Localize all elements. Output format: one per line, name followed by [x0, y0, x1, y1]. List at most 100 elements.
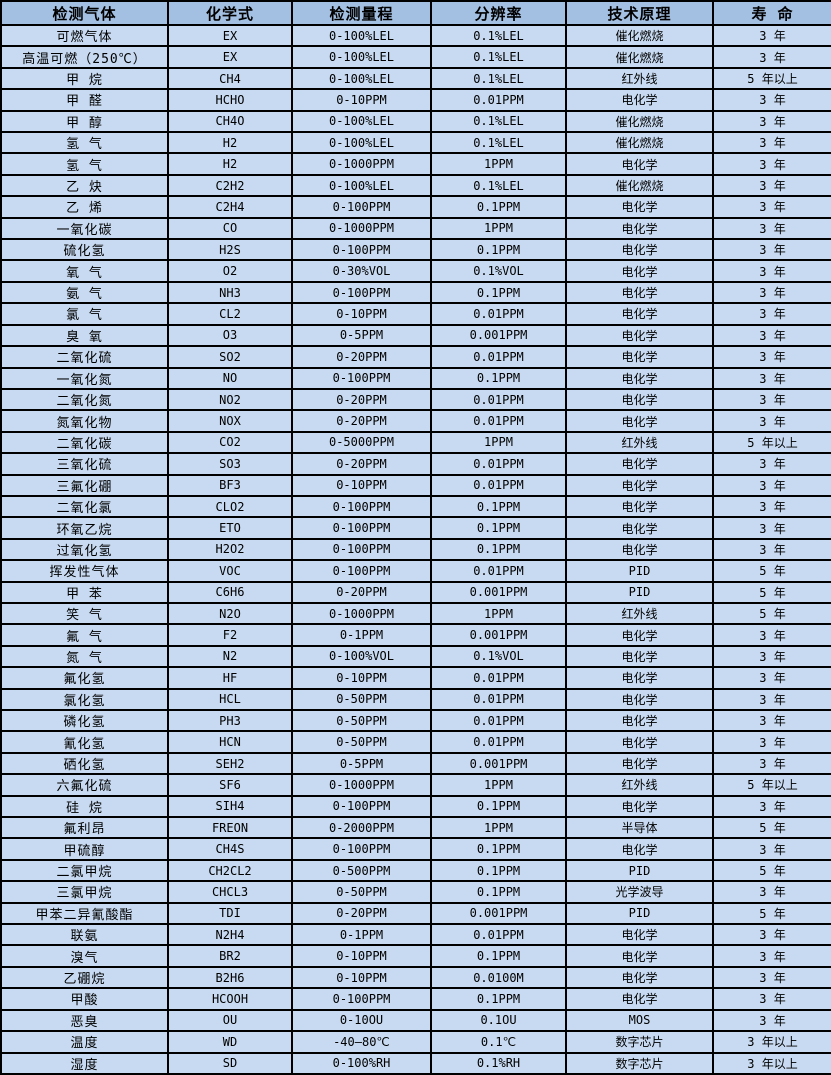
cell-range: 0-100%LEL [291, 23, 432, 48]
cell-range: 0-100PPM [291, 794, 432, 819]
cell-gas: 甲 烷 [0, 66, 169, 91]
cell-gas: 氮氧化物 [0, 409, 169, 433]
cell-resolution: 0.01PPM [430, 345, 567, 369]
table-row: 六氟化硫 SF6 0-1000PPM 1PPM 红外线 5 年以上 [0, 773, 831, 797]
cell-principle: 电化学 [565, 409, 714, 433]
cell-gas: 三氧化硫 [0, 452, 169, 476]
cell-resolution: 0.1PPM [430, 195, 567, 219]
cell-formula: NO2 [167, 387, 293, 412]
cell-formula: CLO2 [167, 494, 293, 519]
cell-gas: 甲酸 [0, 987, 169, 1011]
cell-lifespan: 3 年 [712, 644, 831, 669]
table-row: 乙 烯 C2H4 0-100PPM 0.1PPM 电化学 3 年 [0, 195, 831, 219]
cell-lifespan: 3 年 [712, 751, 831, 776]
cell-resolution: 0.1OU [430, 1008, 567, 1033]
cell-resolution: 0.1PPM [430, 537, 567, 562]
table-row: 甲硫醇 CH4S 0-100PPM 0.1PPM 电化学 3 年 [0, 837, 831, 861]
table-row: 乙 炔 C2H2 0-100%LEL 0.1%LEL 催化燃烧 3 年 [0, 173, 831, 198]
table-row: 三氯甲烷 CHCL3 0-50PPM 0.1PPM 光学波导 3 年 [0, 880, 831, 904]
table-row: 磷化氢 PH3 0-50PPM 0.01PPM 电化学 3 年 [0, 708, 831, 733]
cell-lifespan: 3 年 [712, 452, 831, 476]
cell-principle: 红外线 [565, 601, 714, 626]
cell-principle: 红外线 [565, 430, 714, 455]
cell-range: 0-100%RH [291, 1051, 432, 1075]
table-row: 氟利昂 FREON 0-2000PPM 1PPM 半导体 5 年 [0, 816, 831, 840]
cell-range: 0-500PPM [291, 858, 432, 883]
cell-range: 0-20PPM [291, 387, 432, 412]
cell-resolution: 0.1%RH [430, 1051, 567, 1075]
cell-range: 0-1000PPM [291, 601, 432, 626]
cell-gas: 二氧化硫 [0, 345, 169, 369]
cell-principle: 数字芯片 [565, 1030, 714, 1054]
table-row: 恶臭 OU 0-10OU 0.1OU MOS 3 年 [0, 1008, 831, 1033]
cell-formula: WD [167, 1030, 293, 1054]
cell-formula: HCL [167, 687, 293, 712]
cell-range: 0-100PPM [291, 238, 432, 262]
cell-lifespan: 3 年 [712, 323, 831, 348]
cell-formula: VOC [167, 559, 293, 583]
cell-resolution: 0.1%LEL [430, 109, 567, 134]
table-row: 乙硼烷 B2H6 0-10PPM 0.0100M 电化学 3 年 [0, 965, 831, 990]
cell-range: 0-1PPM [291, 923, 432, 947]
cell-gas: 氟 气 [0, 623, 169, 647]
cell-principle: 催化燃烧 [565, 45, 714, 69]
cell-resolution: 0.01PPM [430, 409, 567, 433]
cell-lifespan: 3 年 [712, 965, 831, 990]
table-row: 氢 气 H2 0-1000PPM 1PPM 电化学 3 年 [0, 152, 831, 176]
cell-resolution: 0.01PPM [430, 666, 567, 690]
cell-gas: 乙 烯 [0, 195, 169, 219]
cell-lifespan: 5 年以上 [712, 773, 831, 797]
table-row: 氨 气 NH3 0-100PPM 0.1PPM 电化学 3 年 [0, 280, 831, 305]
cell-range: 0-5PPM [291, 751, 432, 776]
cell-formula: BR2 [167, 944, 293, 968]
cell-range: 0-1PPM [291, 623, 432, 647]
cell-range: 0-2000PPM [291, 816, 432, 840]
cell-lifespan: 3 年 [712, 109, 831, 134]
cell-gas: 氰化氢 [0, 730, 169, 754]
table-row: 溴气 BR2 0-10PPM 0.1PPM 电化学 3 年 [0, 944, 831, 968]
cell-resolution: 0.1%VOL [430, 259, 567, 283]
cell-resolution: 0.001PPM [430, 751, 567, 776]
table-row: 氯 气 CL2 0-10PPM 0.01PPM 电化学 3 年 [0, 302, 831, 326]
cell-lifespan: 3 年 [712, 837, 831, 861]
cell-principle: 电化学 [565, 751, 714, 776]
cell-lifespan: 3 年 [712, 88, 831, 112]
cell-principle: 电化学 [565, 944, 714, 968]
cell-range: 0-100PPM [291, 494, 432, 519]
cell-principle: 电化学 [565, 623, 714, 647]
cell-range: 0-20PPM [291, 901, 432, 926]
cell-range: 0-5PPM [291, 323, 432, 348]
cell-formula: BF3 [167, 473, 293, 497]
cell-principle: 电化学 [565, 708, 714, 733]
cell-range: 0-100%LEL [291, 45, 432, 69]
cell-resolution: 0.1PPM [430, 987, 567, 1011]
cell-lifespan: 5 年 [712, 858, 831, 883]
cell-principle: 电化学 [565, 987, 714, 1011]
cell-gas: 三氟化硼 [0, 473, 169, 497]
cell-formula: CL2 [167, 302, 293, 326]
cell-principle: PID [565, 580, 714, 604]
cell-principle: 电化学 [565, 216, 714, 241]
cell-gas: 二氯甲烷 [0, 858, 169, 883]
cell-formula: N2H4 [167, 923, 293, 947]
cell-formula: O3 [167, 323, 293, 348]
cell-gas: 甲 醛 [0, 88, 169, 112]
cell-lifespan: 3 年 [712, 366, 831, 390]
cell-principle: 半导体 [565, 816, 714, 840]
cell-principle: PID [565, 858, 714, 883]
cell-gas: 硅 烷 [0, 794, 169, 819]
cell-formula: CO [167, 216, 293, 241]
cell-lifespan: 3 年 [712, 152, 831, 176]
table-row: 臭 氧 O3 0-5PPM 0.001PPM 电化学 3 年 [0, 323, 831, 348]
cell-gas: 硫化氢 [0, 238, 169, 262]
table-row: 三氧化硫 SO3 0-20PPM 0.01PPM 电化学 3 年 [0, 452, 831, 476]
cell-gas: 一氧化氮 [0, 366, 169, 390]
cell-lifespan: 3 年 [712, 880, 831, 904]
cell-lifespan: 3 年 [712, 23, 831, 48]
cell-formula: N2 [167, 644, 293, 669]
cell-range: 0-100PPM [291, 987, 432, 1011]
table-row: 二氧化氯 CLO2 0-100PPM 0.1PPM 电化学 3 年 [0, 494, 831, 519]
cell-range: 0-1000PPM [291, 216, 432, 241]
cell-gas: 过氧化氢 [0, 537, 169, 562]
cell-formula: SO2 [167, 345, 293, 369]
